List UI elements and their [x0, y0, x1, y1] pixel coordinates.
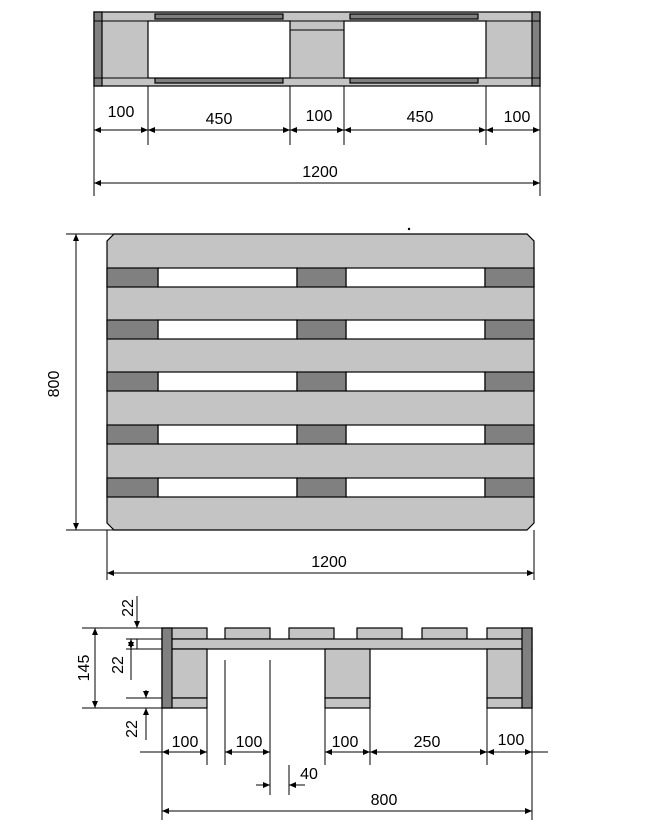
side-overall-label: 800 — [371, 792, 398, 809]
side-gap-label: 40 — [300, 766, 318, 783]
plan-gap-row4-2 — [345, 424, 486, 445]
side-stringer-label: 22 — [110, 656, 127, 674]
front-dim-label-2: 450 — [206, 111, 233, 128]
plan-block-row4-3 — [484, 424, 535, 445]
side-stringer — [161, 638, 533, 650]
side-top-slat-2 — [224, 627, 271, 640]
side-bottom-label: 22 — [124, 720, 141, 738]
plan-block-row5-2 — [296, 477, 347, 498]
front-bottom-board-left — [154, 77, 284, 84]
front-end-post-left — [93, 11, 103, 87]
plan-gap-row1-1 — [157, 267, 298, 288]
plan-gap-row3-1 — [157, 371, 298, 392]
side-end-post-right — [521, 627, 533, 709]
plan-dot-mark — [407, 227, 411, 231]
plan-block-row5-3 — [484, 477, 535, 498]
front-dim-label-1: 100 — [108, 104, 135, 121]
plan-block-row2-1 — [106, 319, 159, 340]
side-end-post-left — [161, 627, 173, 709]
plan-gap-row5-1 — [157, 477, 298, 498]
plan-view: 800 1200 — [46, 227, 535, 580]
side-dim-label-2: 100 — [236, 734, 263, 751]
plan-height-label: 800 — [46, 371, 63, 398]
side-bottom-center — [324, 697, 371, 709]
plan-block-row1-3 — [484, 267, 535, 288]
side-deck-label: 22 — [120, 599, 137, 617]
plan-block-row2-2 — [296, 319, 347, 340]
front-bottom-board-right — [349, 77, 479, 84]
side-total-label: 145 — [76, 655, 93, 682]
front-top-board-left — [154, 13, 284, 20]
front-dim-label-5: 100 — [504, 109, 531, 126]
side-top-slat-4 — [356, 627, 403, 640]
plan-gap-row4-1 — [157, 424, 298, 445]
side-top-slat-3 — [288, 627, 335, 640]
side-dim-label-1: 100 — [172, 734, 199, 751]
plan-gap-row1-2 — [345, 267, 486, 288]
plan-block-row3-2 — [296, 371, 347, 392]
plan-block-row1-1 — [106, 267, 159, 288]
plan-block-row3-3 — [484, 371, 535, 392]
plan-block-row4-2 — [296, 424, 347, 445]
plan-block-row2-3 — [484, 319, 535, 340]
front-elevation-view: 100 450 100 450 100 1200 — [93, 11, 541, 196]
plan-block-row4-1 — [106, 424, 159, 445]
side-block-center — [324, 648, 371, 699]
plan-gap-row2-2 — [345, 319, 486, 340]
plan-gap-row5-2 — [345, 477, 486, 498]
side-elevation-view: 145 22 22 22 100 100 100 250 100 40 800 — [76, 596, 548, 820]
plan-block-row1-2 — [296, 267, 347, 288]
side-top-slat-5 — [421, 627, 468, 640]
front-opening-right — [343, 20, 487, 79]
plan-width-label: 1200 — [311, 554, 347, 571]
plan-block-row3-1 — [106, 371, 159, 392]
side-dim-label-5: 100 — [498, 732, 525, 749]
plan-gap-row3-2 — [345, 371, 486, 392]
front-opening-left — [147, 20, 291, 79]
front-end-post-right — [531, 11, 541, 87]
side-dim-label-3: 100 — [332, 734, 359, 751]
front-dim-label-4: 450 — [407, 109, 434, 126]
plan-block-row5-1 — [106, 477, 159, 498]
front-dim-label-3: 100 — [306, 108, 333, 125]
front-top-board-right — [349, 13, 479, 20]
plan-gap-row2-1 — [157, 319, 298, 340]
side-dim-label-4: 250 — [414, 734, 441, 751]
front-overall-label: 1200 — [302, 164, 338, 181]
